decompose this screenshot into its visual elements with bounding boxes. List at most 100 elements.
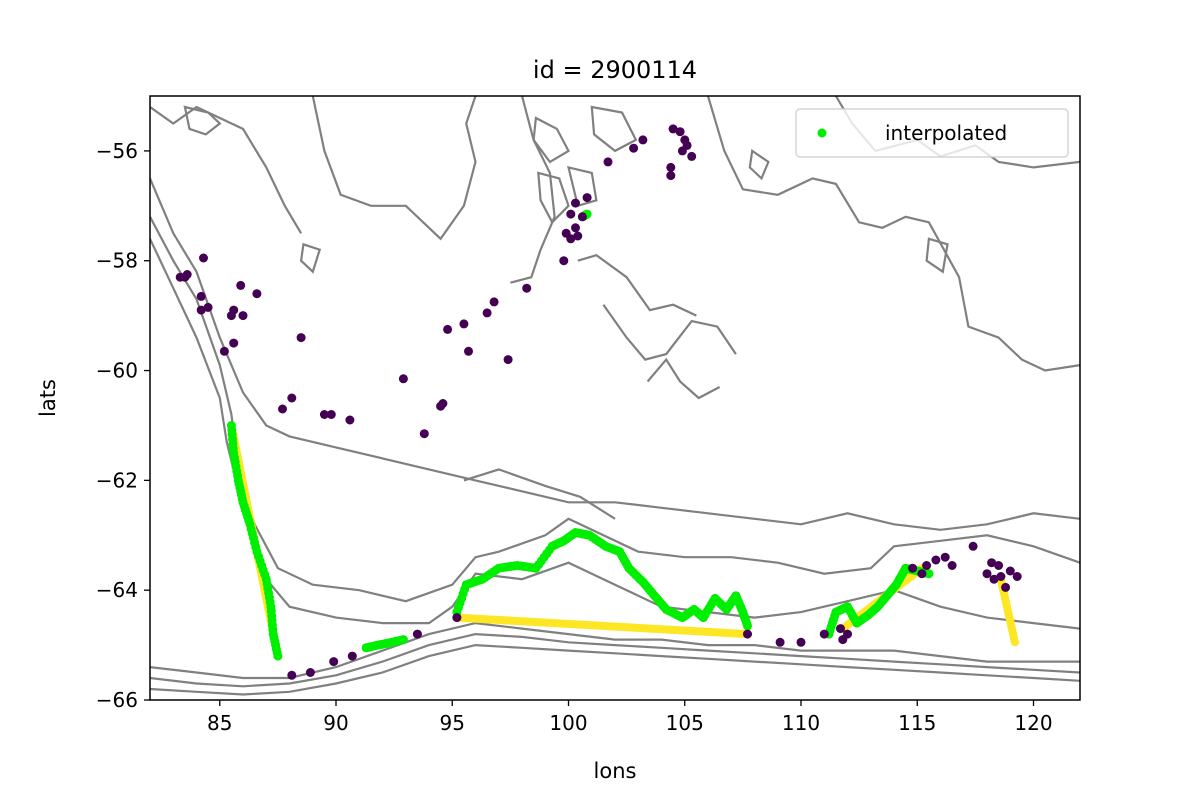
- interpolated-point: [743, 621, 752, 631]
- observed-point: [996, 572, 1006, 581]
- y-tick-label: −66: [96, 688, 138, 712]
- observed-point: [522, 283, 532, 293]
- observed-point: [687, 151, 697, 161]
- observed-point: [559, 256, 569, 266]
- contour-island: [299, 242, 322, 274]
- observed-point: [908, 563, 918, 573]
- y-tick-label: −64: [96, 578, 138, 602]
- observed-point: [677, 146, 687, 156]
- x-tick-label: 90: [323, 711, 348, 735]
- observed-point: [571, 223, 580, 233]
- observed-point: [199, 253, 208, 263]
- x-axis-label: lons: [594, 759, 637, 783]
- contour-line: [150, 632, 1080, 688]
- observed-point: [278, 404, 287, 414]
- observed-point: [412, 629, 422, 639]
- legend-marker-interpolated: [817, 128, 827, 138]
- interpolation-line: [452, 613, 752, 639]
- observed-point: [438, 399, 448, 408]
- contour-island: [183, 105, 222, 136]
- observed-point: [566, 234, 576, 244]
- contour-island: [567, 165, 598, 208]
- contour-line: [577, 253, 697, 317]
- observed-point: [329, 657, 339, 667]
- y-axis-ticks: −66 −64 −62 −60 −58 −56: [96, 139, 150, 712]
- x-tick-label: 115: [898, 711, 936, 735]
- observed-point: [668, 124, 678, 134]
- observed-point: [287, 393, 297, 403]
- contour-island: [748, 149, 770, 181]
- observed-point: [994, 561, 1004, 570]
- contour-line: [602, 304, 737, 361]
- contour-line: [150, 216, 1080, 603]
- observed-point: [577, 212, 587, 222]
- observed-point: [968, 541, 978, 551]
- observed-point: [236, 280, 246, 290]
- observed-point: [603, 157, 613, 167]
- legend-label-interpolated: interpolated: [885, 121, 1007, 145]
- contour-line: [311, 96, 477, 241]
- x-tick-label: 120: [1014, 711, 1052, 735]
- contour-island: [590, 105, 638, 153]
- observed-point: [796, 637, 806, 647]
- observed-point: [940, 552, 950, 562]
- observed-point: [503, 355, 513, 365]
- observed-point: [319, 410, 329, 419]
- observed-point: [922, 561, 932, 570]
- observed-point: [1001, 582, 1011, 592]
- observed-point: [229, 338, 239, 348]
- y-axis-label: lats: [36, 379, 60, 417]
- contour-island: [537, 171, 570, 225]
- x-tick-label: 105: [666, 711, 704, 735]
- observed-point: [296, 333, 306, 343]
- contour-island: [925, 237, 949, 274]
- legend: interpolated: [795, 108, 1069, 158]
- observed-point: [917, 569, 927, 579]
- observed-point: [838, 635, 848, 645]
- legend-box: [795, 108, 1069, 158]
- x-tick-label: 110: [782, 711, 820, 735]
- observed-point: [573, 231, 583, 241]
- observed-point: [947, 561, 957, 570]
- contour-line: [706, 96, 1080, 372]
- interpolated-point: [924, 569, 934, 579]
- observed-point: [931, 555, 941, 565]
- observed-point: [629, 143, 639, 153]
- observed-point: [666, 171, 676, 181]
- observed-point: [571, 198, 580, 208]
- interpolation-lines: [227, 421, 1019, 661]
- observed-point: [666, 162, 676, 172]
- observed-point: [836, 624, 845, 634]
- observed-point: [482, 308, 492, 318]
- observed-point: [345, 415, 355, 425]
- observed-point: [566, 209, 576, 219]
- observed-point: [196, 305, 206, 315]
- chart-title: id = 2900114: [533, 56, 697, 84]
- observed-point: [219, 346, 229, 356]
- observed-point: [819, 629, 829, 639]
- x-tick-label: 100: [549, 711, 587, 735]
- observed-point: [1005, 566, 1015, 576]
- observed-point: [987, 558, 997, 568]
- interpolated-point: [398, 635, 408, 645]
- observed-point: [459, 319, 469, 329]
- observed-point: [238, 311, 248, 321]
- observed-point: [982, 569, 992, 579]
- observed-point: [743, 629, 752, 639]
- observed-point: [419, 429, 429, 439]
- observed-point: [675, 127, 685, 137]
- x-tick-label: 85: [207, 711, 232, 735]
- observed-point: [489, 297, 499, 307]
- x-tick-label: 95: [440, 711, 465, 735]
- interpolated-points: [226, 209, 934, 661]
- y-tick-label: −62: [96, 468, 138, 492]
- plot-frame: [149, 95, 1081, 701]
- observed-point: [989, 574, 999, 584]
- observed-point: [582, 193, 592, 203]
- observed-point: [398, 374, 408, 384]
- contour-line: [150, 621, 1080, 680]
- observed-point: [452, 613, 462, 623]
- observed-point: [347, 651, 357, 661]
- y-tick-label: −60: [96, 359, 138, 383]
